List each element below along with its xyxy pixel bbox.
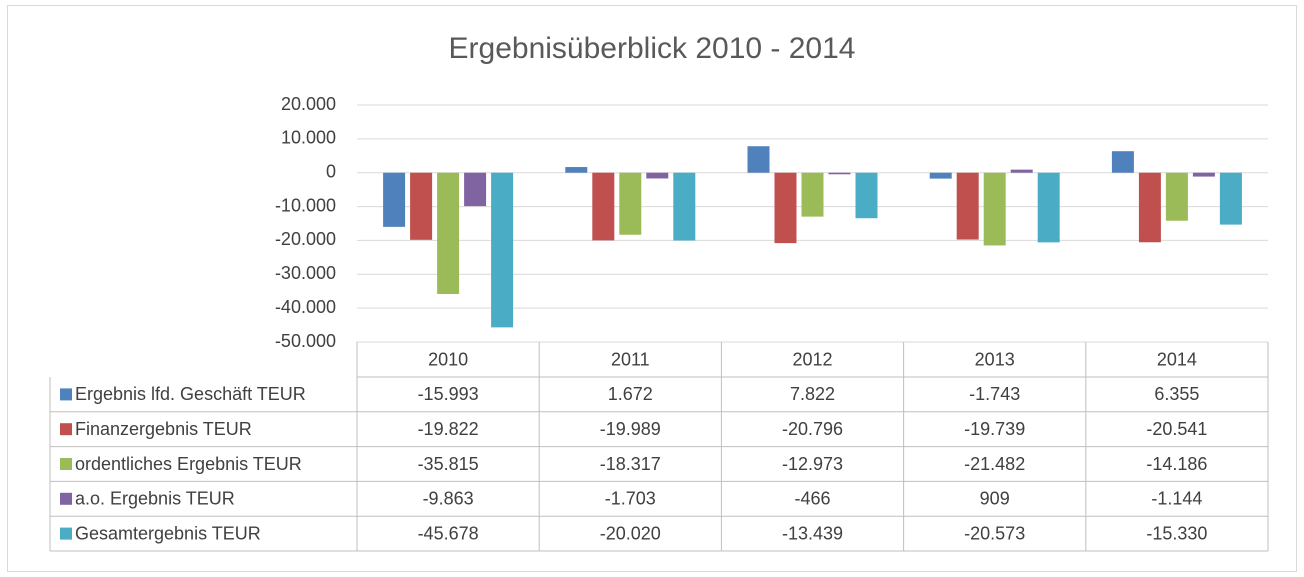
legend-label: Finanzergebnis TEUR	[75, 419, 252, 439]
legend-key	[60, 458, 72, 470]
x-tick-label: 2011	[611, 349, 650, 369]
y-tick-label: -10.000	[275, 195, 336, 215]
bar	[646, 172, 669, 179]
table-value: 1.672	[608, 384, 653, 404]
table-value: -9.863	[423, 489, 474, 509]
table-value: -14.186	[1146, 454, 1207, 474]
table-value: -1.144	[1151, 489, 1202, 509]
x-tick-label: 2012	[792, 349, 832, 369]
x-tick-label: 2013	[975, 349, 1015, 369]
bar	[1138, 172, 1161, 243]
table-value: -15.330	[1146, 523, 1207, 543]
table-value: -18.317	[600, 454, 661, 474]
y-tick-label: 10.000	[281, 128, 336, 148]
x-tick-label: 2014	[1157, 349, 1197, 369]
chart-border	[7, 5, 1297, 572]
legend-label: a.o. Ergebnis TEUR	[75, 489, 235, 509]
bar	[437, 172, 460, 294]
table-value: 7.822	[790, 384, 835, 404]
legend-key	[60, 423, 72, 436]
y-tick-label: -20.000	[275, 229, 336, 249]
bar	[1165, 172, 1188, 221]
bar	[673, 172, 696, 241]
legend-label: ordentliches Ergebnis TEUR	[75, 454, 302, 474]
bar	[1037, 172, 1060, 243]
y-tick-label: -40.000	[275, 297, 336, 317]
bar	[491, 172, 514, 328]
table-value: -20.573	[964, 523, 1025, 543]
table-value: -35.815	[418, 454, 479, 474]
table-value: -466	[794, 489, 830, 509]
bar	[565, 167, 588, 173]
y-tick-label: -50.000	[275, 331, 336, 351]
table-value: -13.439	[782, 523, 843, 543]
table-value: -20.541	[1146, 419, 1207, 439]
table-value: -15.993	[418, 384, 479, 404]
table-value: -45.678	[418, 523, 479, 543]
table-value: 909	[980, 489, 1010, 509]
bar	[747, 146, 770, 173]
table-value: -19.822	[418, 419, 479, 439]
bar	[383, 172, 406, 227]
table-value: -1.743	[969, 384, 1020, 404]
bar	[464, 172, 487, 207]
bar	[774, 172, 797, 244]
table-value: -20.796	[782, 419, 843, 439]
legend-key	[60, 492, 72, 505]
bar	[983, 172, 1006, 246]
bar	[929, 172, 952, 179]
bar	[592, 172, 615, 241]
bar	[1111, 151, 1134, 173]
table-value: -19.989	[600, 419, 661, 439]
y-tick-label: -30.000	[275, 263, 336, 283]
bar	[828, 172, 851, 175]
table-value: -19.739	[964, 419, 1025, 439]
y-tick-label: 0	[326, 161, 336, 181]
legend-label: Gesamtergebnis TEUR	[75, 523, 261, 543]
x-tick-label: 2010	[428, 349, 468, 369]
chart-title: Ergebnisüberblick 2010 - 2014	[449, 32, 856, 65]
bar	[801, 172, 824, 217]
table-value: -20.020	[600, 523, 661, 543]
legend-label: Ergebnis lfd. Geschäft TEUR	[75, 384, 306, 404]
bar	[1192, 172, 1215, 177]
bar	[410, 172, 433, 240]
table-value: 6.355	[1154, 384, 1199, 404]
table-value: -21.482	[964, 454, 1025, 474]
bar	[1010, 169, 1033, 173]
bar	[619, 172, 642, 235]
y-tick-label: 20.000	[281, 94, 336, 114]
bar	[956, 172, 979, 240]
legend-key	[60, 388, 72, 401]
bar	[1219, 172, 1242, 225]
table-value: -12.973	[782, 454, 843, 474]
legend-key	[60, 527, 72, 540]
bar	[855, 172, 878, 219]
table-value: -1.703	[605, 489, 656, 509]
